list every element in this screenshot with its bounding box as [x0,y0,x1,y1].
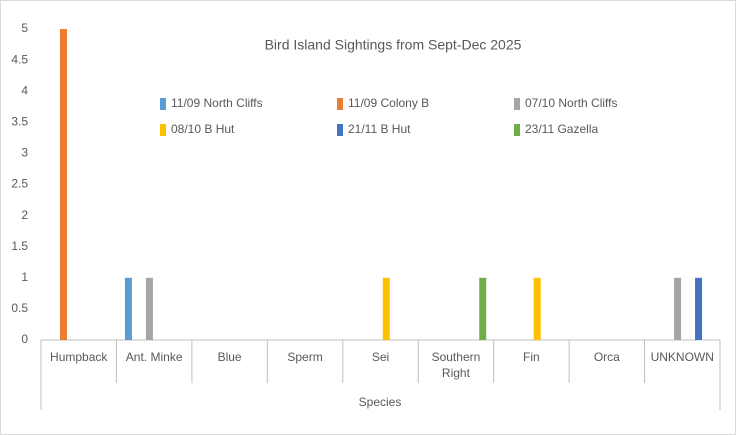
legend-label: 08/10 B Hut [171,122,235,136]
bar [533,277,541,340]
y-tick-label: 1.5 [11,239,28,253]
bar [695,277,703,340]
x-tick-label: Sei [371,350,390,364]
x-tick-label: UNKNOWN [650,350,714,364]
x-tick-label: Humpback [50,350,108,364]
x-tick-label: Southern Right [431,350,481,380]
y-tick-label: 1 [21,270,28,284]
x-tick-label: Ant. Minke [125,350,183,364]
y-tick-label: 2.5 [11,177,28,191]
y-tick-label: 3 [21,146,28,160]
x-tick-label: Orca [593,350,620,364]
bar [674,277,682,340]
y-tick-label: 2 [21,208,28,222]
legend-swatch [337,124,343,136]
x-tick-label: Blue [217,350,242,364]
legend-swatch [160,124,166,136]
y-tick-label: 3.5 [11,114,28,128]
y-tick-label: 4 [21,83,28,97]
legend-swatch [160,98,166,110]
x-tick-label: Sperm [287,350,323,364]
legend-label: 11/09 North Cliffs [171,96,263,110]
bar [479,277,487,340]
bar [145,277,153,340]
legend-label: 23/11 Gazella [525,122,598,136]
bar [382,277,390,340]
legend-swatch [514,98,520,110]
y-tick-label: 5 [21,21,28,35]
chart-title: Bird Island Sightings from Sept-Dec 2025 [265,37,522,53]
legend-label: 07/10 North Cliffs [525,96,618,110]
legend-label: 21/11 B Hut [348,122,411,136]
x-axis-title: Species [359,395,402,409]
bar [60,29,67,340]
legend-label: 11/09 Colony B [348,96,429,110]
y-tick-label: 0.5 [11,301,28,315]
y-tick-label: 0 [21,332,28,346]
y-tick-label: 4.5 [11,52,28,66]
x-tick-label: Fin [523,350,540,364]
bar [124,277,132,340]
legend-swatch [514,124,520,136]
legend-swatch [337,98,343,110]
